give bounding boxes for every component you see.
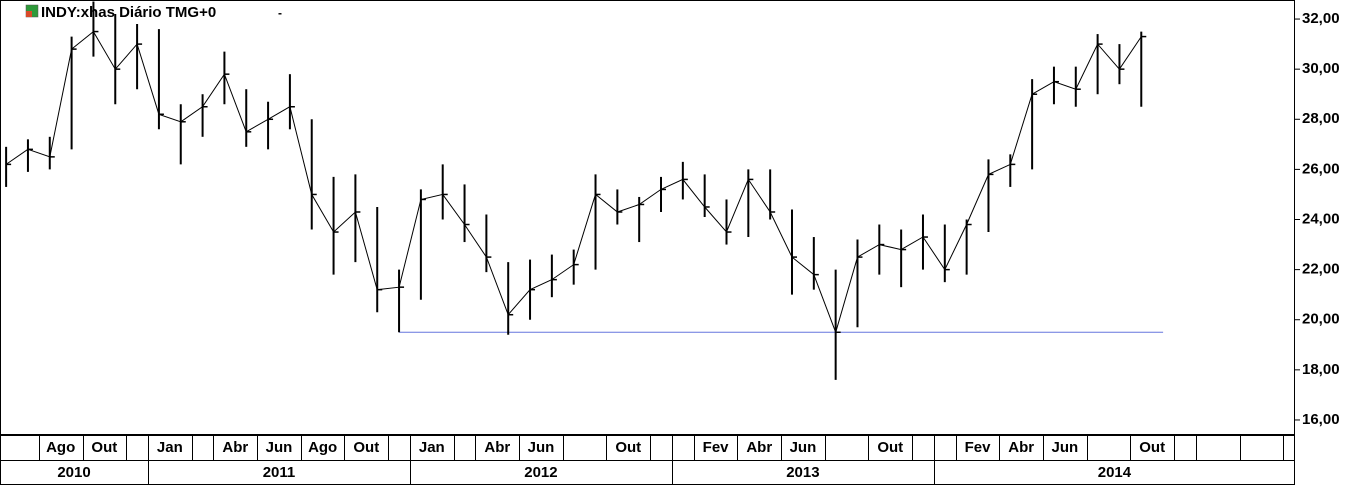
year-label: 2010 [57, 464, 90, 481]
x-tick-label: Fev [965, 439, 992, 456]
y-tick-label: 20,00 [1302, 311, 1340, 328]
x-tick-label: Ago [46, 439, 75, 456]
y-tick-label: 22,00 [1302, 261, 1340, 278]
x-tick-label: Out [1139, 439, 1165, 456]
x-tick-label: Jan [419, 439, 445, 456]
y-tick-label: 28,00 [1302, 110, 1340, 127]
year-label: 2011 [263, 464, 296, 481]
x-tick-label: Abr [1008, 439, 1034, 456]
x-tick-label: Jun [266, 439, 293, 456]
x-tick-label: Out [91, 439, 117, 456]
y-tick-label: 16,00 [1302, 411, 1340, 428]
y-tick-label: 30,00 [1302, 60, 1340, 77]
year-label: 2013 [786, 464, 819, 481]
x-tick-label: Jan [157, 439, 183, 456]
x-tick-label: Abr [484, 439, 510, 456]
plot-area [5, 1, 1164, 380]
year-label: 2012 [524, 464, 557, 481]
x-tick-label: Ago [308, 439, 337, 456]
x-tick-label: Jun [1052, 439, 1079, 456]
y-tick-label: 18,00 [1302, 361, 1340, 378]
chart-title: INDY:xhas Diário TMG+0 [41, 4, 216, 21]
symbol-icon [25, 4, 39, 18]
y-tick-label: 32,00 [1302, 10, 1340, 27]
x-tick-label: Fev [703, 439, 730, 456]
year-label: 2014 [1098, 464, 1132, 481]
x-tick-label: Abr [222, 439, 248, 456]
plot-frame [0, 0, 1295, 435]
x-tick-label: Jun [528, 439, 555, 456]
x-tick-label: Jun [790, 439, 817, 456]
x-tick-label: Out [615, 439, 641, 456]
y-tick-label: 24,00 [1302, 210, 1340, 227]
x-tick-label: Out [877, 439, 903, 456]
menu-marker[interactable]: - [278, 6, 282, 20]
close-line [5, 30, 1142, 334]
x-tick-label: Abr [746, 439, 772, 456]
y-tick-label: 26,00 [1302, 160, 1340, 177]
x-tick-label: Out [353, 439, 379, 456]
